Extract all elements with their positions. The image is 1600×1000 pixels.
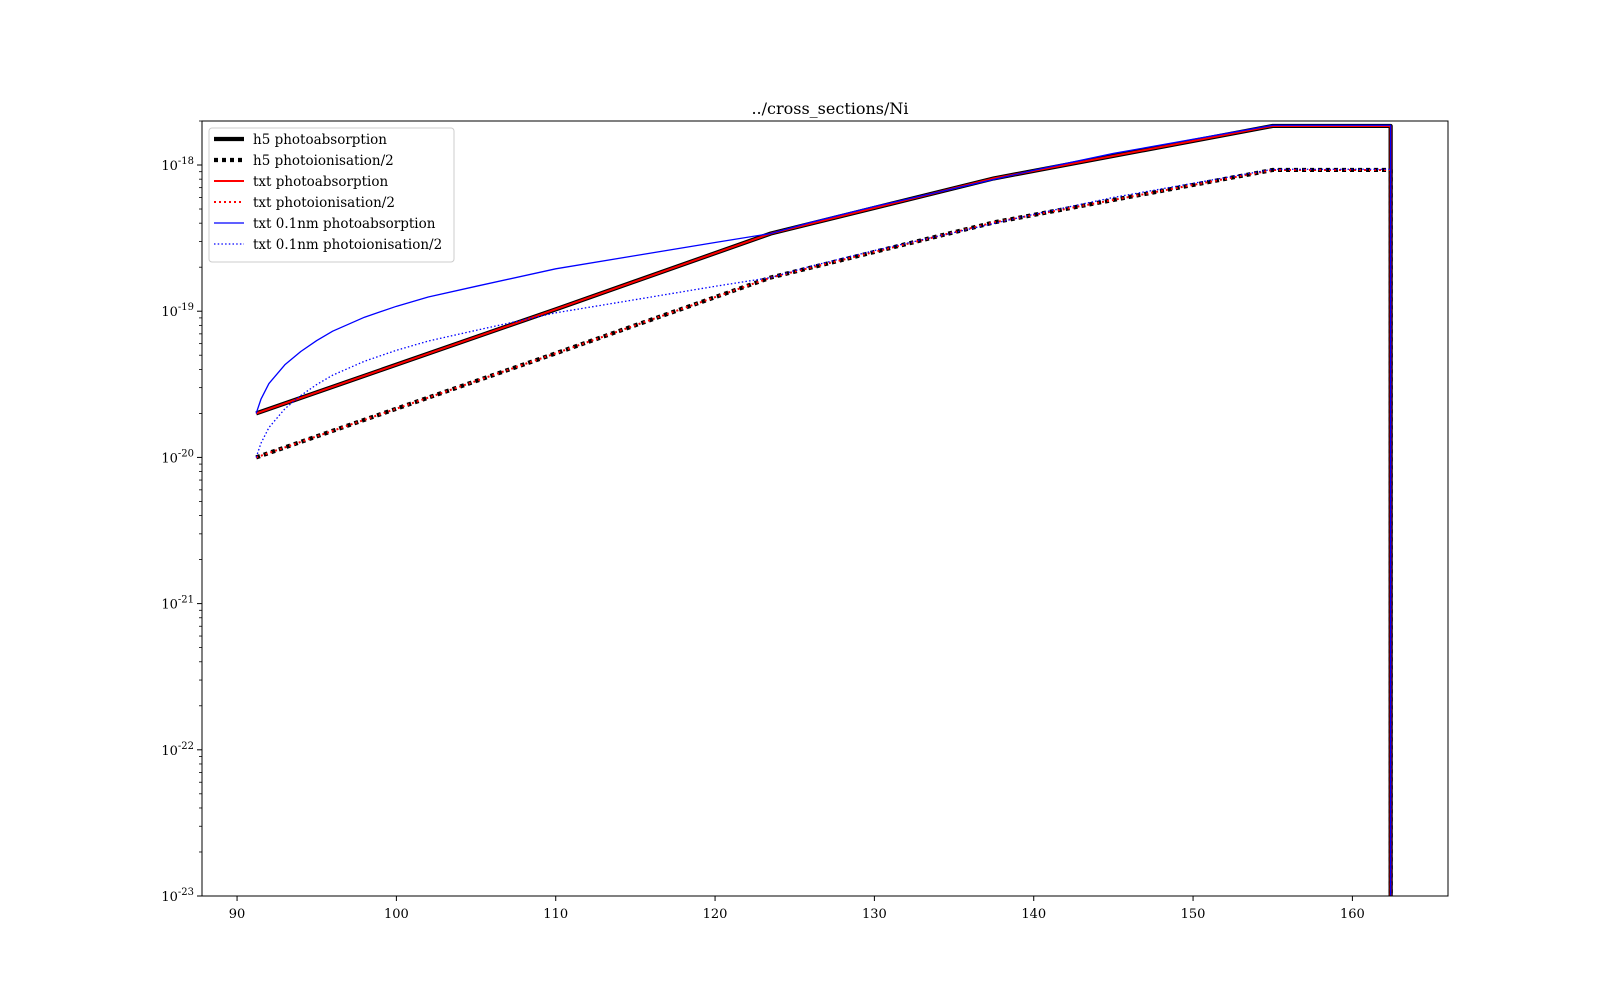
y-tick-label: 10-22 xyxy=(161,741,194,759)
series-line-5 xyxy=(255,124,1392,896)
x-tick-label: 120 xyxy=(703,907,728,922)
axes: 90 100 110 120 130 140 150 160 10-23 10-22 10-21 10… xyxy=(161,120,1449,922)
y-tick-label: 10-23 xyxy=(161,887,194,905)
x-tick-label: 90 xyxy=(229,907,246,922)
plot-frame xyxy=(201,120,1449,897)
x-tick-label: 140 xyxy=(1021,907,1046,922)
legend-label-1: h5 photoabsorption xyxy=(253,132,387,148)
legend-label-4: txt photoionisation/2 xyxy=(253,195,395,211)
y-tick-label: 10-21 xyxy=(161,595,194,613)
y-tick-label: 10-18 xyxy=(161,156,194,174)
x-tick-label: 150 xyxy=(1181,907,1206,922)
x-tick-label: 130 xyxy=(862,907,887,922)
y-tick-label: 10-19 xyxy=(161,302,194,320)
legend: h5 photoabsorption h5 photoionisation/2 tx… xyxy=(208,127,455,263)
legend-label-6: txt 0.1nm photoionisation/2 xyxy=(253,237,442,253)
series-line-6 xyxy=(255,168,1392,896)
legend-label-5: txt 0.1nm photoabsorption xyxy=(253,216,436,232)
series-line-2 xyxy=(255,167,1393,896)
x-tick-label: 100 xyxy=(384,907,409,922)
legend-box xyxy=(208,127,455,263)
chart-title: ../cross_sections/Ni xyxy=(751,99,908,118)
legend-label-2: h5 photoionisation/2 xyxy=(253,153,394,169)
series-line-4 xyxy=(255,168,1392,896)
plot-area xyxy=(255,123,1393,896)
x-tick-label: 110 xyxy=(543,907,568,922)
y-tick-label: 10-20 xyxy=(161,448,194,466)
x-tick-label: 160 xyxy=(1340,907,1365,922)
legend-label-3: txt photoabsorption xyxy=(253,174,388,190)
